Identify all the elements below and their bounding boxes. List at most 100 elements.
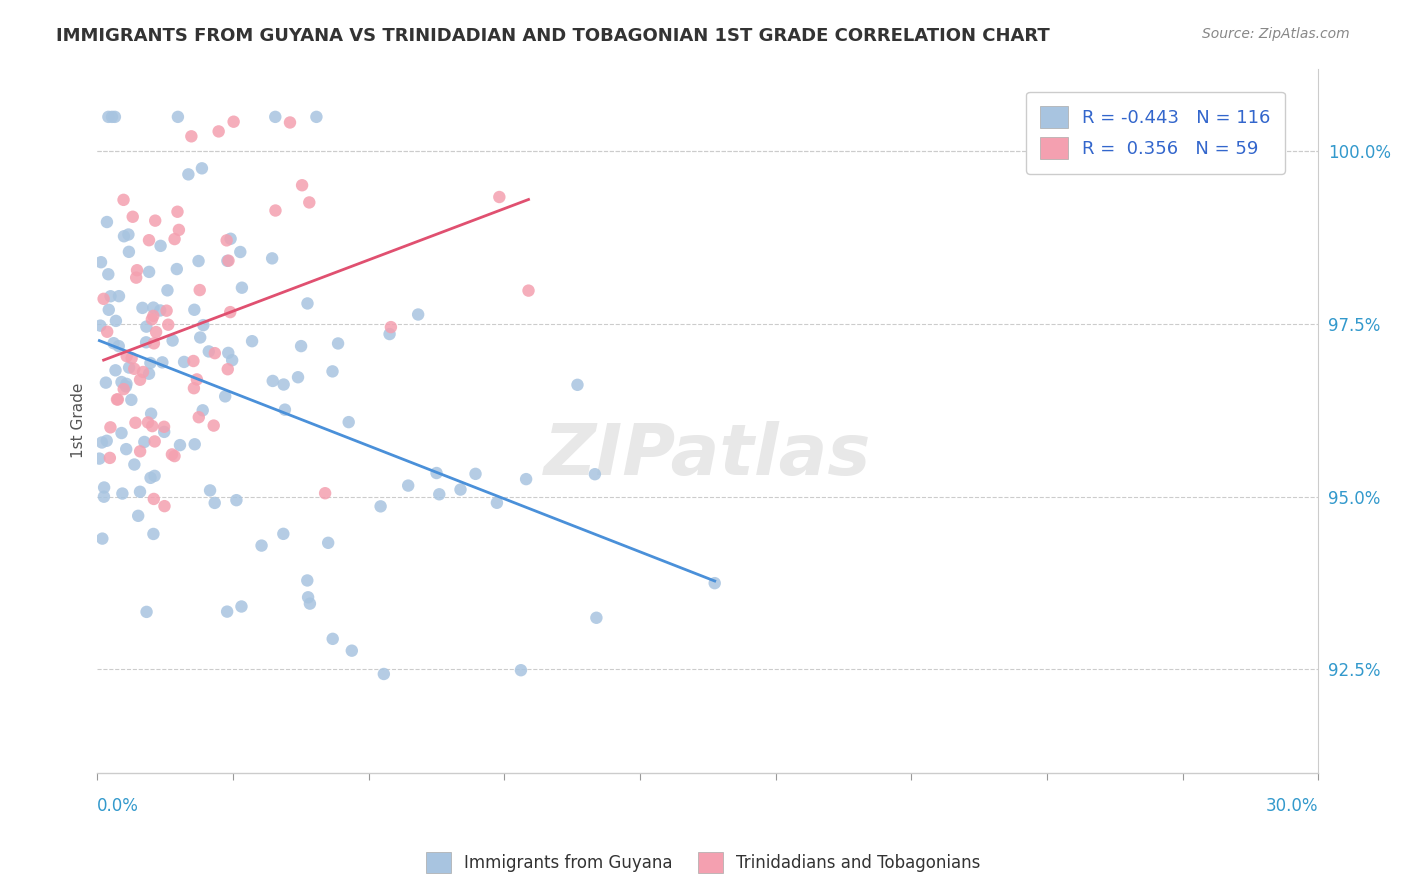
- Point: [567, 377, 589, 392]
- Point: [198, 344, 221, 359]
- Point: [188, 330, 211, 344]
- Point: [100, 289, 122, 303]
- Point: [167, 110, 190, 124]
- Point: [105, 392, 128, 407]
- Point: [111, 486, 134, 500]
- Point: [215, 233, 238, 247]
- Point: [217, 346, 239, 360]
- Point: [166, 262, 188, 277]
- Point: [93, 490, 115, 504]
- Point: [115, 349, 138, 363]
- Point: [110, 375, 132, 389]
- Point: [517, 284, 540, 298]
- Point: [153, 419, 176, 434]
- Point: [104, 363, 127, 377]
- Point: [464, 467, 486, 481]
- Point: [337, 415, 360, 429]
- Point: [160, 447, 183, 461]
- Point: [703, 576, 725, 591]
- Point: [273, 526, 295, 541]
- Point: [291, 178, 314, 193]
- Point: [115, 442, 138, 457]
- Point: [340, 643, 363, 657]
- Point: [169, 438, 191, 452]
- Point: [142, 301, 165, 315]
- Point: [122, 361, 145, 376]
- Point: [180, 129, 202, 144]
- Point: [118, 244, 141, 259]
- Point: [183, 302, 205, 317]
- Point: [138, 233, 160, 247]
- Point: [97, 302, 120, 317]
- Text: 0.0%: 0.0%: [97, 797, 139, 815]
- Point: [231, 599, 253, 614]
- Point: [278, 115, 301, 129]
- Point: [89, 451, 111, 466]
- Point: [485, 496, 508, 510]
- Point: [153, 499, 176, 513]
- Point: [93, 292, 115, 306]
- Point: [217, 253, 239, 268]
- Point: [297, 296, 319, 310]
- Point: [101, 110, 124, 124]
- Point: [107, 339, 129, 353]
- Point: [134, 434, 156, 449]
- Point: [287, 370, 309, 384]
- Point: [139, 407, 162, 421]
- Text: Source: ZipAtlas.com: Source: ZipAtlas.com: [1202, 27, 1350, 41]
- Point: [121, 210, 143, 224]
- Point: [118, 360, 141, 375]
- Point: [142, 527, 165, 541]
- Point: [127, 508, 149, 523]
- Point: [380, 320, 402, 334]
- Y-axis label: 1st Grade: 1st Grade: [72, 383, 86, 458]
- Point: [93, 481, 115, 495]
- Point: [229, 245, 252, 260]
- Point: [510, 663, 533, 677]
- Point: [143, 434, 166, 449]
- Point: [112, 229, 135, 244]
- Point: [142, 336, 165, 351]
- Point: [96, 215, 118, 229]
- Point: [425, 466, 447, 480]
- Point: [173, 355, 195, 369]
- Point: [139, 471, 162, 485]
- Text: 30.0%: 30.0%: [1265, 797, 1319, 815]
- Point: [145, 325, 167, 339]
- Point: [583, 467, 606, 482]
- Point: [202, 418, 225, 433]
- Point: [183, 381, 205, 395]
- Point: [274, 402, 297, 417]
- Point: [124, 458, 146, 472]
- Point: [262, 374, 284, 388]
- Text: ZIPatlas: ZIPatlas: [544, 422, 872, 491]
- Point: [166, 204, 188, 219]
- Point: [222, 114, 245, 128]
- Point: [290, 339, 312, 353]
- Point: [100, 420, 122, 434]
- Point: [305, 110, 328, 124]
- Point: [208, 124, 231, 138]
- Point: [264, 203, 287, 218]
- Point: [240, 334, 263, 348]
- Point: [167, 223, 190, 237]
- Point: [378, 327, 401, 342]
- Point: [107, 392, 129, 407]
- Legend: Immigrants from Guyana, Trinidadians and Tobagonians: Immigrants from Guyana, Trinidadians and…: [419, 846, 987, 880]
- Point: [149, 239, 172, 253]
- Text: IMMIGRANTS FROM GUYANA VS TRINIDADIAN AND TOBAGONIAN 1ST GRADE CORRELATION CHART: IMMIGRANTS FROM GUYANA VS TRINIDADIAN AN…: [56, 27, 1050, 45]
- Point: [135, 605, 157, 619]
- Point: [162, 334, 184, 348]
- Point: [217, 362, 239, 376]
- Point: [187, 254, 209, 268]
- Point: [124, 416, 146, 430]
- Point: [264, 110, 287, 124]
- Point: [396, 478, 419, 492]
- Point: [97, 267, 120, 281]
- Point: [191, 403, 214, 417]
- Point: [150, 355, 173, 369]
- Point: [231, 281, 253, 295]
- Point: [142, 491, 165, 506]
- Point: [204, 496, 226, 510]
- Point: [90, 255, 112, 269]
